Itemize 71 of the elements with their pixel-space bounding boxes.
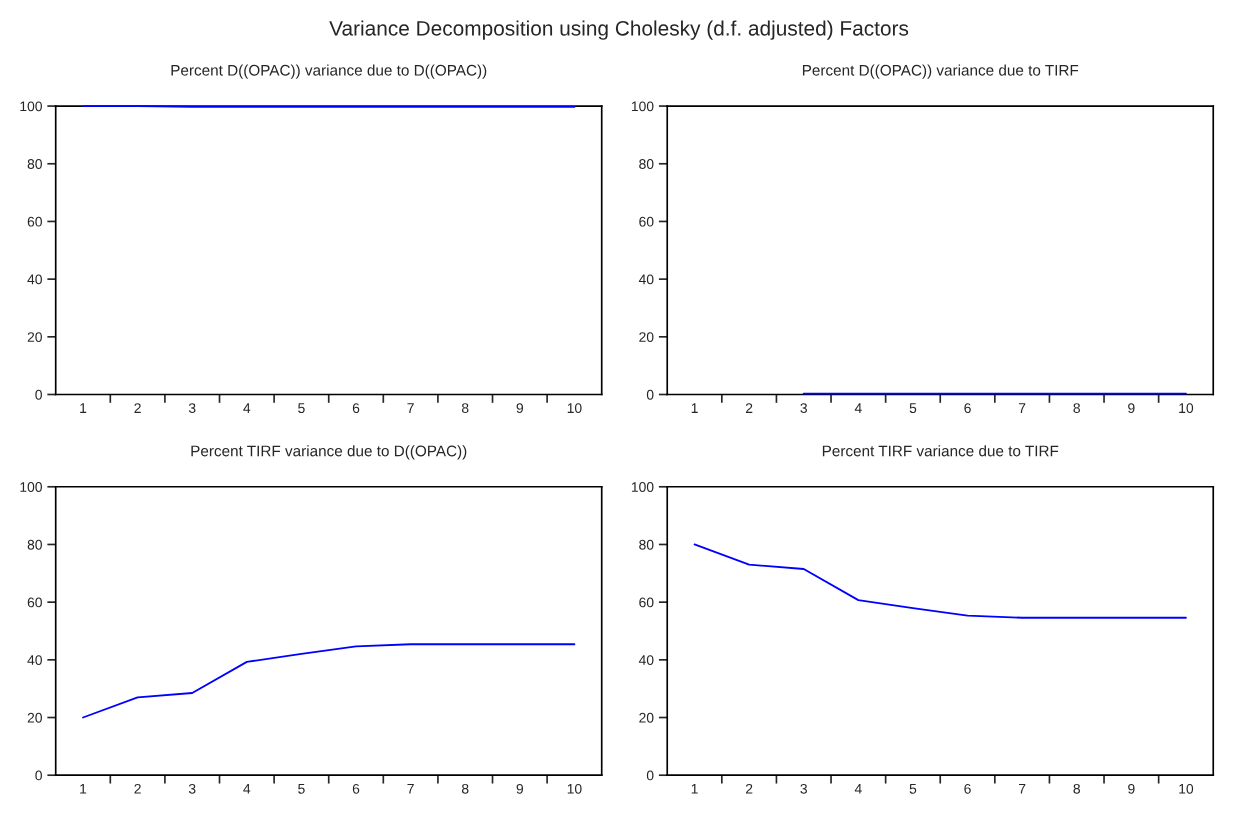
x-tick-label: 3 xyxy=(188,403,196,414)
y-tick-label: 20 xyxy=(639,332,654,342)
x-tick-label: 8 xyxy=(1073,783,1080,794)
x-tick-label: 7 xyxy=(1018,403,1026,413)
chart-title: Percent D((OPAC)) variance due to D((OPAC)) xyxy=(171,64,487,79)
x-tick-label: 10 xyxy=(567,403,582,414)
y-tick-label: 40 xyxy=(27,274,42,285)
x-tick-label: 5 xyxy=(909,403,917,414)
x-tick-label: 3 xyxy=(800,783,807,794)
x-tick-label: 10 xyxy=(567,783,582,794)
y-tick-label: 80 xyxy=(27,159,42,169)
x-tick-label: 9 xyxy=(1128,403,1135,414)
y-tick-label: 20 xyxy=(27,332,42,342)
x-tick-label: 2 xyxy=(745,403,753,413)
y-tick-label: 20 xyxy=(639,712,654,723)
x-tick-label: 7 xyxy=(407,784,414,794)
y-tick-label: 100 xyxy=(631,101,654,112)
y-tick-label: 0 xyxy=(646,389,654,400)
x-tick-label: 4 xyxy=(243,403,251,413)
y-tick-label: 0 xyxy=(35,389,42,400)
x-tick-label: 5 xyxy=(298,403,305,414)
x-tick-label: 9 xyxy=(516,783,524,794)
x-tick-label: 1 xyxy=(80,784,87,794)
x-tick-label: 3 xyxy=(188,783,196,794)
line-series xyxy=(693,543,1187,619)
y-tick-label: 60 xyxy=(639,216,654,227)
y-tick-label: 0 xyxy=(646,770,654,781)
text: Variance Decomposition using Cholesky (d.f. adjusted) Factors xyxy=(329,20,909,40)
x-tick-label: 6 xyxy=(352,783,360,794)
y-tick-label: 20 xyxy=(27,712,42,723)
x-tick-label: 6 xyxy=(352,403,360,414)
x-tick-label: 2 xyxy=(745,783,753,794)
x-tick-label: 9 xyxy=(516,403,524,414)
x-tick-label: 1 xyxy=(80,403,87,413)
x-tick-label: 7 xyxy=(407,403,414,413)
x-tick-label: 2 xyxy=(134,783,141,794)
y-tick-label: 100 xyxy=(631,482,654,492)
y-tick-label: 80 xyxy=(27,539,42,550)
x-tick-label: 4 xyxy=(243,784,251,794)
y-tick-label: 40 xyxy=(638,655,654,665)
y-tick-label: 40 xyxy=(638,274,654,285)
x-tick-label: 1 xyxy=(691,403,698,413)
x-tick-label: 10 xyxy=(1179,403,1194,414)
x-tick-label: 5 xyxy=(909,784,917,794)
y-tick-label: 80 xyxy=(639,159,654,169)
y-tick-label: 0 xyxy=(35,770,42,781)
x-tick-label: 5 xyxy=(298,784,305,794)
y-tick-label: 40 xyxy=(27,655,42,665)
chart-title: Percent D((OPAC)) variance due to TIRF xyxy=(802,64,1079,79)
x-tick-label: 3 xyxy=(800,403,807,414)
x-tick-label: 8 xyxy=(461,783,469,794)
y-tick-label: 60 xyxy=(27,216,42,227)
y-tick-label: 100 xyxy=(20,482,42,492)
chart-title: Percent TIRF variance due to D((OPAC)) xyxy=(191,445,467,460)
x-tick-label: 1 xyxy=(691,784,698,794)
x-tick-label: 2 xyxy=(134,403,141,413)
x-tick-label: 8 xyxy=(461,403,469,414)
y-tick-label: 80 xyxy=(639,539,654,550)
y-tick-label: 60 xyxy=(27,597,42,608)
x-tick-label: 4 xyxy=(854,403,862,413)
x-tick-label: 6 xyxy=(964,783,971,794)
x-tick-label: 8 xyxy=(1073,403,1080,414)
x-tick-label: 6 xyxy=(964,403,971,414)
chart-title: Percent TIRF variance due to TIRF xyxy=(822,445,1059,457)
x-tick-label: 10 xyxy=(1179,783,1194,794)
line-series xyxy=(82,643,576,719)
x-tick-label: 9 xyxy=(1128,783,1135,794)
y-tick-label: 100 xyxy=(20,101,42,112)
x-tick-label: 7 xyxy=(1018,784,1026,794)
y-tick-label: 60 xyxy=(639,597,654,608)
x-tick-label: 4 xyxy=(854,784,862,794)
